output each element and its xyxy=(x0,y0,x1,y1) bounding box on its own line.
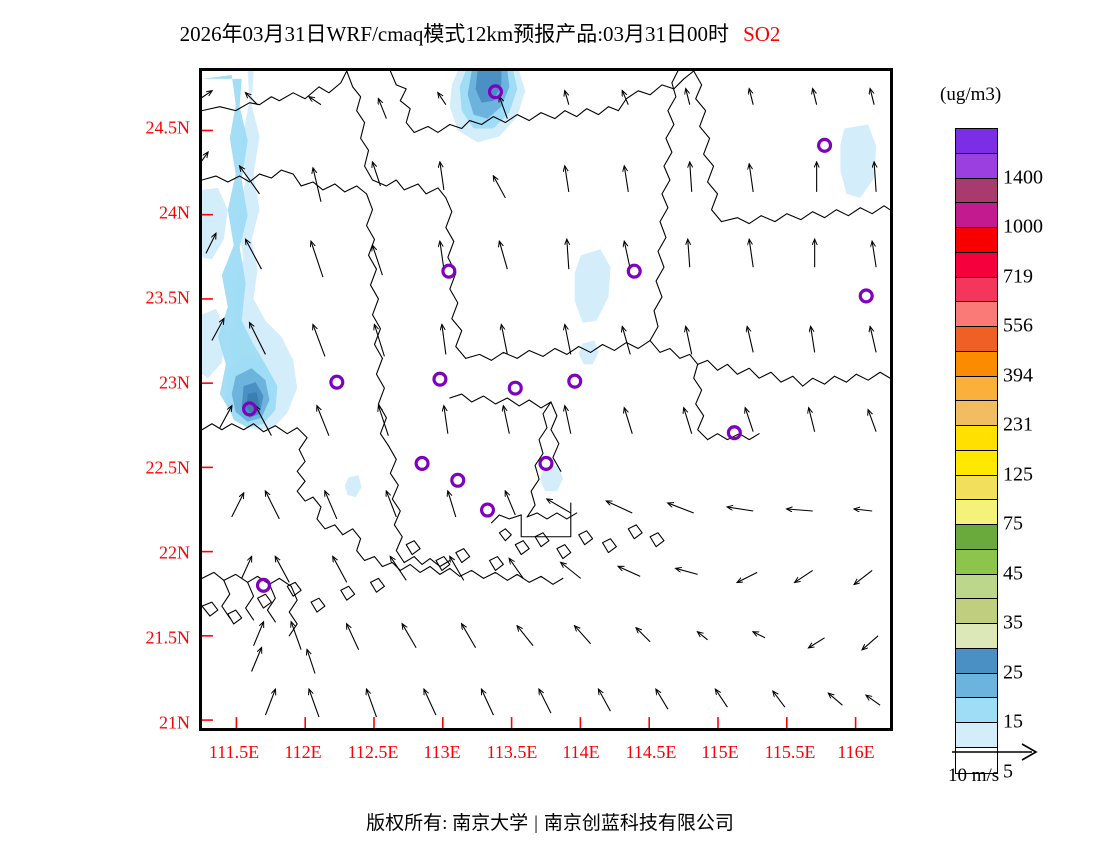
x-axis-tick-label: 113E xyxy=(423,742,461,762)
x-axis-tick-label: 111.5E xyxy=(208,742,260,762)
copyright-left: 版权所有: 南京大学 xyxy=(366,813,529,834)
colorbar-tick-label: 75 xyxy=(1003,512,1023,535)
station-marker[interactable] xyxy=(817,137,833,153)
colorbar-units-label: (ug/m3) xyxy=(940,84,1002,105)
y-axis-tick-label: 23.5N xyxy=(145,287,191,308)
colorbar-band xyxy=(956,203,997,228)
x-axis-tick-label: 115.5E xyxy=(764,742,816,762)
colorbar-band xyxy=(956,401,997,426)
colorbar-band xyxy=(956,426,997,451)
colorbar-band xyxy=(956,277,997,303)
station-marker[interactable] xyxy=(414,455,430,471)
station-marker[interactable] xyxy=(479,502,496,518)
station-marker[interactable] xyxy=(242,401,258,417)
colorbar-tick-label: 719 xyxy=(1003,265,1033,287)
station-marker[interactable] xyxy=(507,380,523,396)
chart-title-species: SO2 xyxy=(743,22,781,46)
x-axis-tick-label: 114.5E xyxy=(625,742,677,762)
station-marker[interactable] xyxy=(726,425,742,441)
colorbar-tick-label: 394 xyxy=(1003,364,1033,386)
x-axis-tick-label: 114E xyxy=(562,742,600,762)
axis-ticks xyxy=(202,129,857,728)
y-axis-tick-label: 21N xyxy=(159,712,190,733)
colorbar-band xyxy=(956,351,997,377)
colorbar-band xyxy=(956,549,997,575)
colorbar-tick-label: 1000 xyxy=(1003,215,1043,238)
station-marker[interactable] xyxy=(567,373,583,389)
colorbar-band xyxy=(956,525,997,550)
colorbar-tick-label: 125 xyxy=(1003,463,1033,485)
map-canvas xyxy=(202,71,890,728)
colorbar-band xyxy=(956,500,997,525)
station-marker[interactable] xyxy=(626,263,642,279)
colorbar-band xyxy=(956,648,997,674)
chart-title-main: 2026年03月31日WRF/cmaq模式12km预报产品:03月31日00时 xyxy=(179,22,730,46)
wind-arrow-icon xyxy=(952,743,1038,761)
y-axis-tick-label: 22.5N xyxy=(145,457,191,478)
y-axis-tick-label: 22N xyxy=(159,542,190,563)
colorbar-band xyxy=(956,698,997,723)
colorbar-band xyxy=(956,327,997,352)
map-boundaries xyxy=(202,71,890,637)
station-marker[interactable] xyxy=(255,577,271,593)
x-axis-tick-label: 116E xyxy=(837,742,875,762)
contour-fill-5 xyxy=(202,71,298,430)
colorbar-band xyxy=(956,624,997,649)
y-axis-tick-label: 24N xyxy=(159,202,190,223)
colorbar-tick-label: 5 xyxy=(1003,760,1013,782)
colorbar-band xyxy=(956,153,997,179)
contour-fill-15 xyxy=(202,74,270,420)
colorbar-tick-label: 231 xyxy=(1003,413,1033,436)
station-markers[interactable] xyxy=(242,84,874,593)
colorbar-band xyxy=(956,475,997,501)
y-axis-tick-label: 24.5N xyxy=(145,117,191,138)
colorbar-band xyxy=(956,723,997,748)
station-marker[interactable] xyxy=(450,472,466,488)
y-axis-tick-label: 21.5N xyxy=(145,627,191,648)
x-axis-tick-label: 112.5E xyxy=(347,742,399,762)
colorbar-band xyxy=(956,178,997,204)
wind-scale-key: 10 m/s xyxy=(946,740,1076,787)
colorbar-band xyxy=(956,252,997,278)
colorbar-tick-label: 556 xyxy=(1003,314,1033,337)
wind-vector-field xyxy=(202,89,881,718)
colorbar[interactable]: 1400 1000 719 556 394 231 125 75 45 35 25 15 5 xyxy=(955,128,1043,782)
y-axis-tick-label: 23N xyxy=(159,372,190,393)
station-marker[interactable] xyxy=(432,371,448,387)
x-axis-tick-label: 113.5E xyxy=(486,742,538,762)
colorbar-tick-label: 1400 xyxy=(1003,166,1043,188)
colorbar-band xyxy=(956,302,997,327)
footer-separator: | xyxy=(534,813,538,834)
copyright-right: 南京创蓝科技有限公司 xyxy=(543,813,734,834)
colorbar-bands[interactable] xyxy=(955,128,998,774)
map-plot-area[interactable] xyxy=(199,68,893,731)
colorbar-band xyxy=(956,599,997,624)
colorbar-band xyxy=(956,450,997,476)
colorbar-band xyxy=(956,574,997,600)
station-marker[interactable] xyxy=(487,84,503,100)
concentration-contours xyxy=(202,71,877,498)
colorbar-tick-label: 45 xyxy=(1003,562,1023,584)
colorbar-band xyxy=(956,129,997,154)
colorbar-tick-label: 15 xyxy=(1003,710,1023,733)
colorbar-tick-label: 25 xyxy=(1003,661,1023,683)
copyright-footer: 版权所有: 南京大学 | 南京创蓝科技有限公司 xyxy=(0,808,1100,835)
colorbar-band xyxy=(956,376,997,402)
x-axis-tick-label: 115E xyxy=(701,742,739,762)
colorbar-band xyxy=(956,673,997,699)
x-axis-tick-label: 112E xyxy=(284,742,322,762)
station-marker[interactable] xyxy=(441,263,457,279)
station-marker[interactable] xyxy=(329,374,345,390)
station-marker[interactable] xyxy=(538,455,554,471)
colorbar-band xyxy=(956,228,997,253)
station-marker[interactable] xyxy=(858,288,874,304)
wind-scale-label: 10 m/s xyxy=(948,765,1000,786)
chart-title: 2026年03月31日WRF/cmaq模式12km预报产品:03月31日00时 S… xyxy=(0,18,960,48)
colorbar-tick-label: 35 xyxy=(1003,611,1023,634)
